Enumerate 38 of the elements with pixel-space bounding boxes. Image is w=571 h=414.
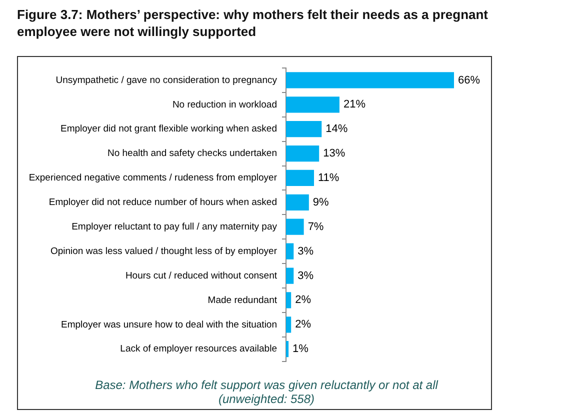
y-tick-label: Employer did not grant flexible working when asked <box>60 124 277 135</box>
data-label: 7% <box>308 220 324 233</box>
bar <box>286 268 294 284</box>
data-label: 3% <box>298 270 314 282</box>
bar <box>286 72 454 88</box>
data-label: 66% <box>458 74 480 86</box>
y-tick-label: Employer reluctant to pay full / any maternity pay <box>72 221 278 232</box>
y-tick-label: Unsympathetic / gave no consideration to pregnancy <box>56 74 278 86</box>
data-label: 1% <box>292 343 309 356</box>
y-tick-label: No reduction in workload <box>172 99 277 110</box>
data-label: 13% <box>323 148 346 160</box>
y-tick-label: Experienced negative comments / rudeness from employer <box>28 172 277 184</box>
data-label: 2% <box>295 318 312 331</box>
y-tick-label: No health and safety checks undertaken <box>107 148 277 160</box>
data-label: 2% <box>295 294 312 306</box>
bar <box>286 292 292 308</box>
y-tick-label: Employer was unsure how to deal with the situation <box>61 319 277 330</box>
bar <box>286 145 320 162</box>
text: Base: Mothers who felt support was given reluctantly or not at all (unweighted: 558) <box>94 378 439 406</box>
chart-title: Figure 3.7: Mothers’ perspective: why mothers felt their needs as a pregnant employee were not willingly supported <box>17 7 490 40</box>
bar <box>286 316 292 333</box>
bar <box>286 341 289 358</box>
bar <box>286 218 304 235</box>
bar <box>286 194 309 210</box>
bar <box>286 243 294 260</box>
data-label: 11% <box>318 172 340 184</box>
y-tick-label: Employer did not reduce number of hours when asked <box>48 197 277 208</box>
y-tick-label: Hours cut / reduced without consent <box>125 270 278 282</box>
data-label: 9% <box>312 196 330 208</box>
y-tick-label: Made redundant <box>208 294 278 306</box>
bar <box>286 121 322 138</box>
data-label: 3% <box>298 245 314 258</box>
data-label: 14% <box>326 123 348 136</box>
y-tick-label: Opinion was less valued / thought less of by employer <box>50 246 277 257</box>
bar <box>286 96 340 113</box>
data-label: 21% <box>343 98 366 111</box>
y-tick-label: Lack of employer resources available <box>120 344 277 355</box>
bar <box>286 170 314 186</box>
